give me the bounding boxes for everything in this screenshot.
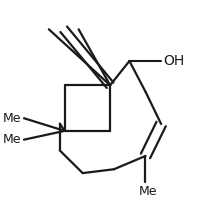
Text: OH: OH	[163, 54, 185, 68]
Text: Me: Me	[3, 133, 21, 146]
Text: Me: Me	[3, 112, 21, 125]
Text: Me: Me	[139, 185, 157, 198]
